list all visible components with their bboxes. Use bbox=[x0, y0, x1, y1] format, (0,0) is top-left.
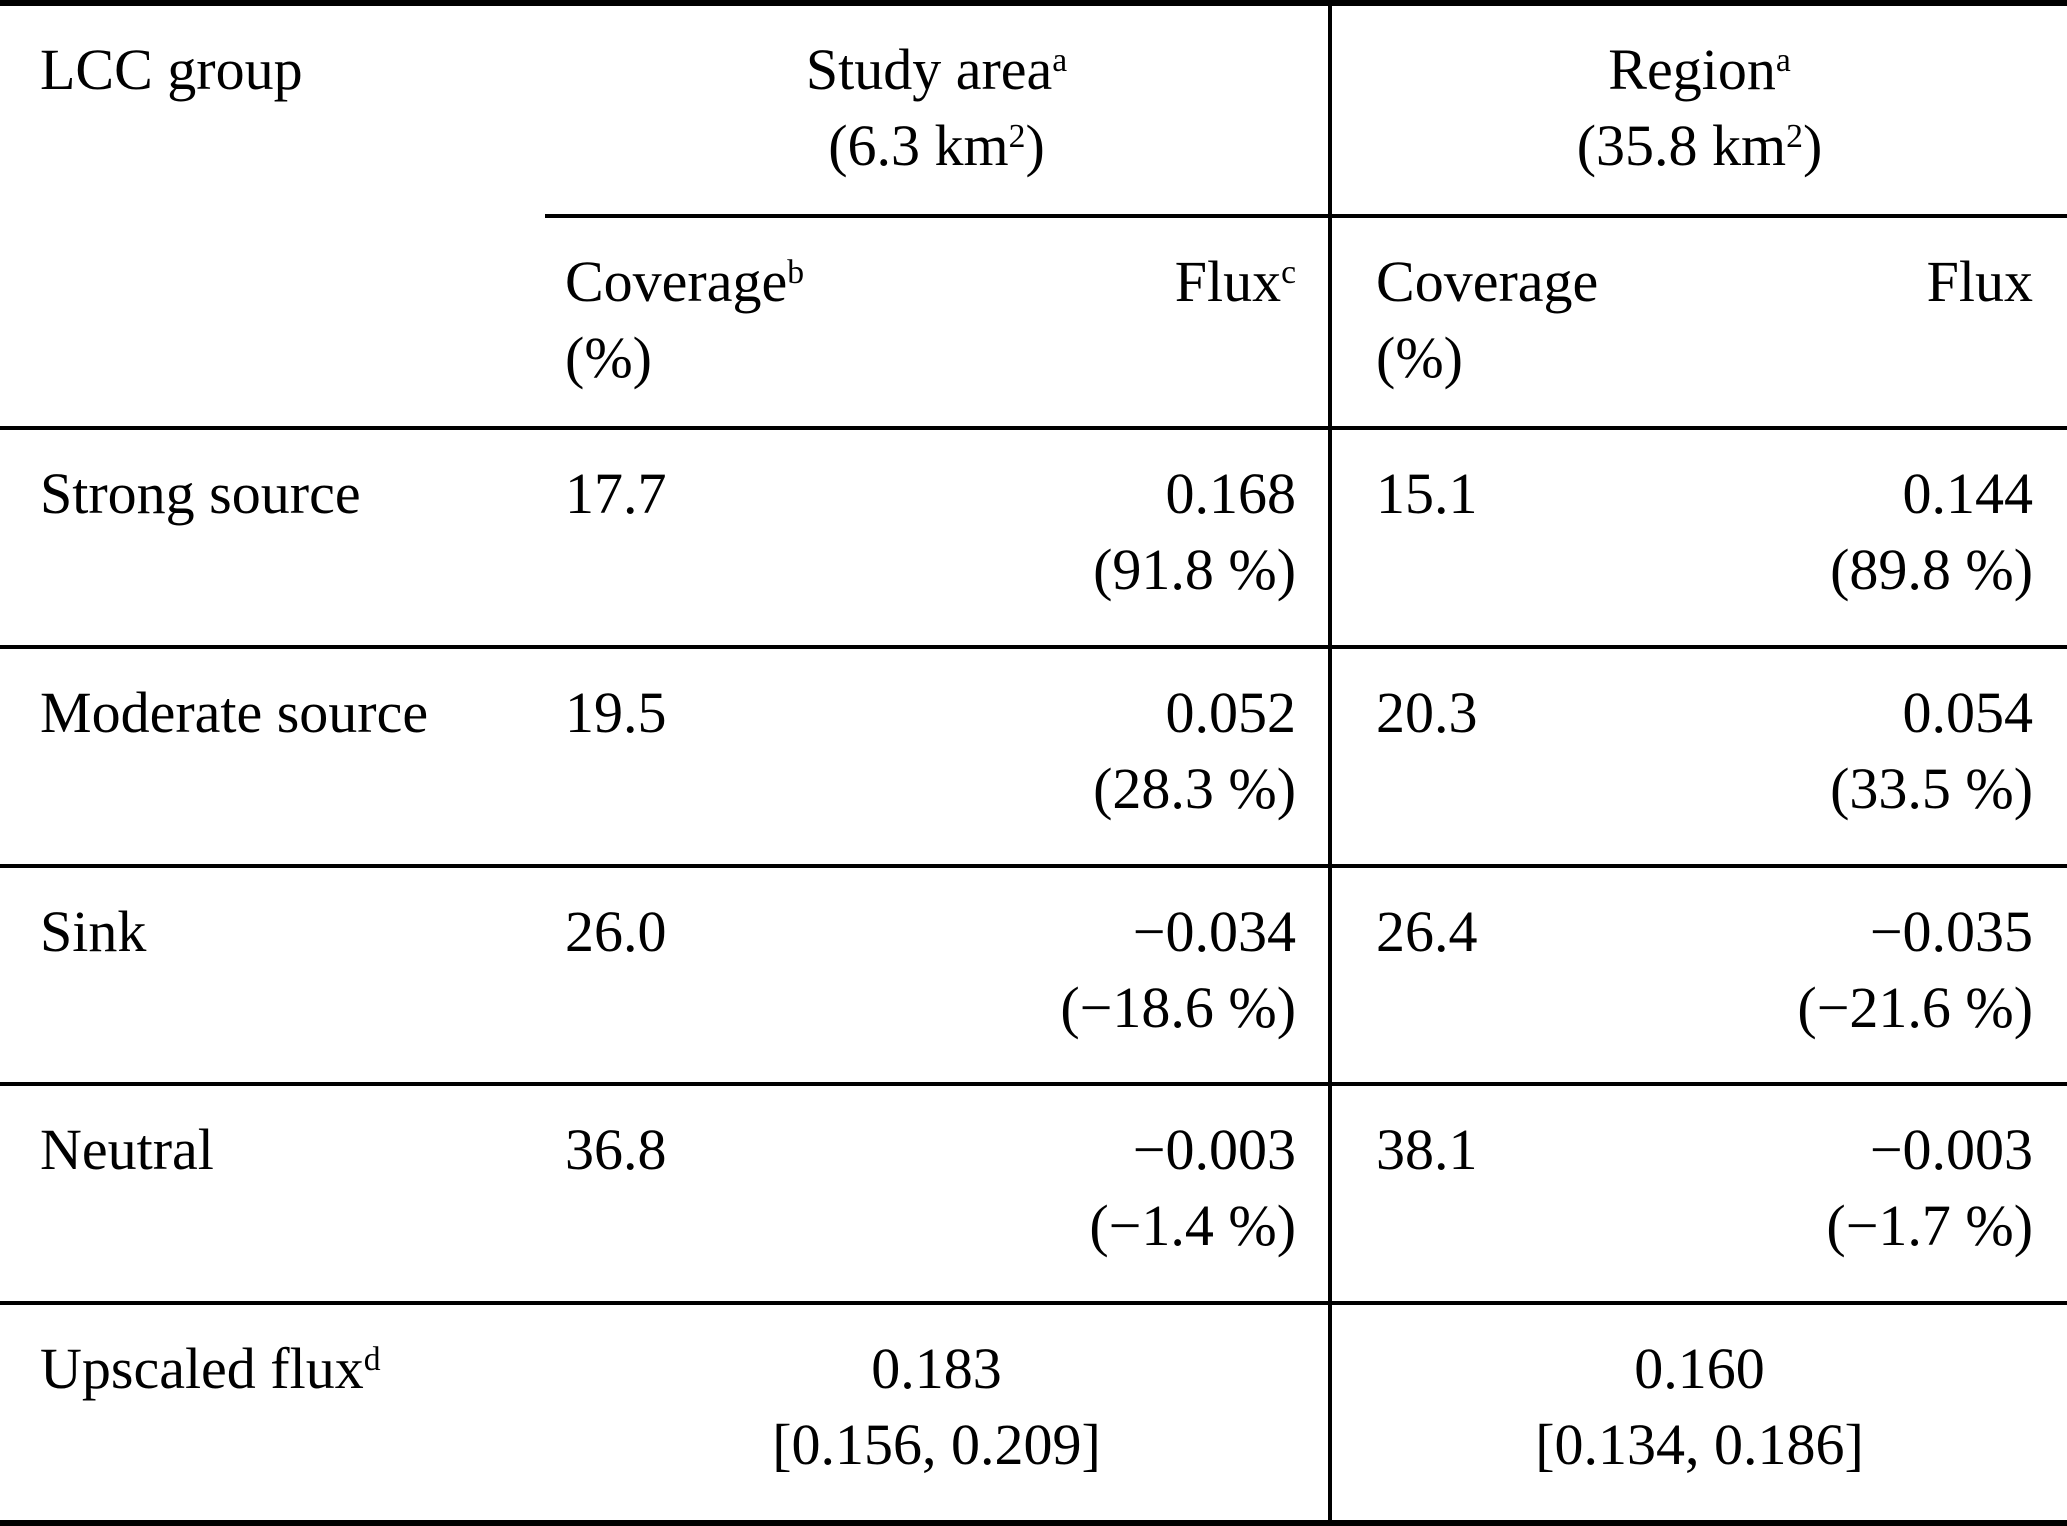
flux-study-percent: (28.3 %) bbox=[1093, 755, 1297, 821]
upscaled-flux-region-ci: [0.134, 0.186] bbox=[1535, 1412, 1864, 1478]
header-flux-study-label: Fluxc bbox=[1174, 249, 1297, 314]
footnote-mark-c: c bbox=[1281, 253, 1297, 291]
row-label: Moderate source bbox=[0, 646, 545, 868]
upscaled-flux-region-cell: 0.160 [0.134, 0.186] bbox=[1328, 1303, 2067, 1523]
footnote-mark-a: a bbox=[1775, 41, 1791, 79]
coverage-region-value: 26.4 bbox=[1328, 865, 1661, 1087]
upscaled-flux-study-ci: [0.156, 0.209] bbox=[772, 1412, 1101, 1478]
header-lcc-group-label: LCC group bbox=[40, 37, 303, 102]
table-row-strong-source: Strong source 17.7 0.168 (91.8 %) 15.1 0… bbox=[0, 428, 2067, 649]
header-region-title: Regiona bbox=[1608, 37, 1791, 102]
upscaled-flux-study-value: 0.183 bbox=[871, 1336, 1002, 1402]
flux-study-percent: (−18.6 %) bbox=[1060, 974, 1297, 1040]
row-label: Strong source bbox=[0, 428, 545, 649]
flux-study-cell: 0.168 (91.8 %) bbox=[895, 428, 1331, 649]
flux-study-value: −0.034 bbox=[1132, 898, 1297, 964]
header-study-area: Study areaa (6.3 km2) bbox=[545, 3, 1331, 218]
flux-region-cell: −0.003 (−1.7 %) bbox=[1660, 1084, 2067, 1306]
table-row-neutral: Neutral 36.8 −0.003 (−1.4 %) 38.1 −0.003… bbox=[0, 1084, 2067, 1306]
flux-study-percent: (−1.4 %) bbox=[1089, 1193, 1297, 1259]
footnote-mark-a: a bbox=[1052, 41, 1068, 79]
flux-study-percent: (91.8 %) bbox=[1093, 537, 1297, 602]
upscaled-flux-study-cell: 0.183 [0.156, 0.209] bbox=[545, 1303, 1330, 1523]
flux-region-value: 0.144 bbox=[1902, 461, 2034, 526]
coverage-region-value: 20.3 bbox=[1328, 646, 1661, 868]
upscaled-flux-label: Upscaled fluxd bbox=[40, 1336, 381, 1402]
header-study-area-title: Study areaa bbox=[805, 37, 1068, 102]
coverage-region-value: 38.1 bbox=[1328, 1084, 1661, 1306]
header-flux-region-label: Flux bbox=[1926, 249, 2034, 314]
flux-region-cell: −0.035 (−21.6 %) bbox=[1660, 865, 2067, 1087]
header-region-size: (35.8 km2) bbox=[1576, 113, 1823, 178]
coverage-study-value: 17.7 bbox=[545, 428, 895, 649]
flux-study-value: −0.003 bbox=[1132, 1117, 1297, 1183]
header-coverage-region-unit: (%) bbox=[1376, 325, 1463, 390]
header-coverage-study: Coverageb (%) bbox=[545, 216, 895, 430]
flux-region-value: −0.035 bbox=[1869, 898, 2034, 964]
coverage-study-value: 26.0 bbox=[545, 865, 895, 1087]
header-coverage-study-unit: (%) bbox=[565, 325, 652, 390]
flux-region-percent: (89.8 %) bbox=[1830, 537, 2034, 602]
flux-region-value: 0.054 bbox=[1902, 679, 2034, 745]
coverage-study-value: 19.5 bbox=[545, 646, 895, 868]
header-coverage-study-label: Coverageb bbox=[565, 249, 805, 314]
flux-study-value: 0.052 bbox=[1165, 679, 1297, 745]
flux-study-cell: 0.052 (28.3 %) bbox=[895, 646, 1331, 868]
header-coverage-region: Coverage (%) bbox=[1328, 216, 1661, 430]
header-group-row: LCC group Study areaa (6.3 km2) Regiona … bbox=[0, 3, 2067, 430]
header-region: Regiona (35.8 km2) bbox=[1328, 3, 2067, 218]
flux-region-cell: 0.144 (89.8 %) bbox=[1660, 428, 2067, 649]
table-row-upscaled-flux: Upscaled fluxd 0.183 [0.156, 0.209] 0.16… bbox=[0, 1303, 2067, 1523]
header-sub-row: Coverageb (%) Fluxc Coverage (%) Flux bbox=[0, 216, 2067, 430]
header-study-area-size: (6.3 km2) bbox=[828, 113, 1045, 178]
squared-exponent: 2 bbox=[1008, 117, 1026, 155]
header-lcc-group: LCC group bbox=[0, 3, 545, 430]
flux-region-cell: 0.054 (33.5 %) bbox=[1660, 646, 2067, 868]
flux-study-cell: −0.034 (−18.6 %) bbox=[895, 865, 1331, 1087]
flux-study-cell: −0.003 (−1.4 %) bbox=[895, 1084, 1331, 1306]
header-flux-study: Fluxc bbox=[895, 216, 1331, 430]
coverage-study-value: 36.8 bbox=[545, 1084, 895, 1306]
flux-region-percent: (−21.6 %) bbox=[1797, 974, 2034, 1040]
header-coverage-region-label: Coverage bbox=[1376, 249, 1599, 314]
flux-region-percent: (33.5 %) bbox=[1830, 755, 2034, 821]
flux-region-value: −0.003 bbox=[1869, 1117, 2034, 1183]
footnote-mark-b: b bbox=[787, 253, 805, 291]
row-label: Neutral bbox=[0, 1084, 545, 1306]
squared-exponent: 2 bbox=[1786, 117, 1803, 155]
header-flux-region: Flux bbox=[1660, 216, 2067, 430]
table-row-moderate-source: Moderate source 19.5 0.052 (28.3 %) 20.3… bbox=[0, 646, 2067, 868]
table-row-sink: Sink 26.0 −0.034 (−18.6 %) 26.4 −0.035 (… bbox=[0, 865, 2067, 1087]
coverage-region-value: 15.1 bbox=[1328, 428, 1661, 649]
flux-region-percent: (−1.7 %) bbox=[1826, 1193, 2034, 1259]
upscaled-flux-region-value: 0.160 bbox=[1634, 1336, 1765, 1402]
row-label: Sink bbox=[0, 865, 545, 1087]
flux-study-value: 0.168 bbox=[1165, 461, 1297, 526]
footnote-mark-d: d bbox=[363, 1340, 381, 1378]
